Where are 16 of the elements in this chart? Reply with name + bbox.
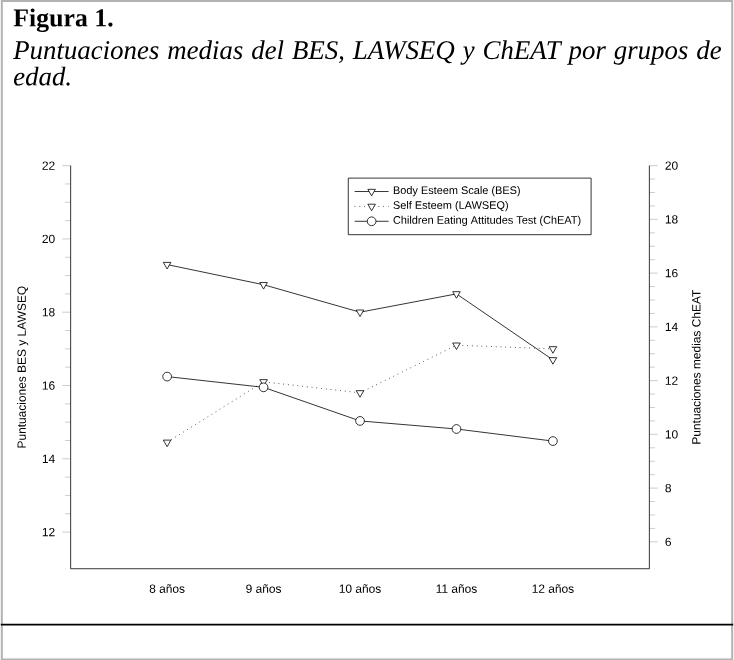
point <box>548 357 558 365</box>
point <box>548 436 558 446</box>
point <box>162 371 172 382</box>
point <box>355 390 365 398</box>
point <box>355 415 365 426</box>
chart-subtitle: Puntuaciones medias del BES, LAWSEQ y ChEAT por grupos de edad. <box>13 40 722 86</box>
point <box>355 309 365 317</box>
chart-title: Figura 1. <box>13 8 113 32</box>
point <box>548 346 558 354</box>
point <box>452 342 461 350</box>
point <box>162 261 172 270</box>
point <box>451 423 462 434</box>
point <box>452 291 461 299</box>
point <box>259 281 268 290</box>
point <box>258 382 269 392</box>
point <box>162 439 172 447</box>
